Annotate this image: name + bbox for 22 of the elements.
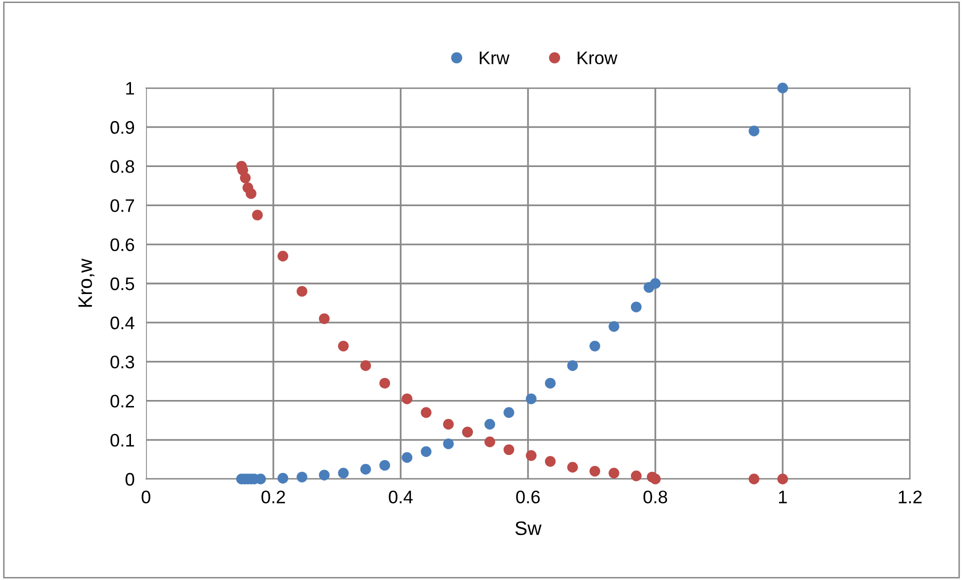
x-tick-label: 0.2: [261, 490, 285, 504]
x-tick-label: 0.4: [388, 490, 413, 504]
y-tick-label: 1: [126, 82, 134, 95]
y-tick-label: 0.9: [110, 121, 134, 134]
y-tick-label: 0.5: [110, 277, 134, 290]
y-tick-label: 0.7: [110, 199, 134, 212]
legend-label: Krow: [578, 52, 618, 64]
y-axis-title: Kro,w: [78, 258, 94, 307]
x-tick-label: 0.6: [516, 490, 540, 504]
y-tick-label: 0.3: [110, 356, 134, 368]
x-tick-label: 1: [779, 490, 787, 504]
y-tick-label: 0.6: [110, 238, 134, 252]
y-tick-label: 0.2: [110, 394, 134, 408]
y-tick-label: 0: [126, 472, 134, 486]
y-tick-label: 0.4: [110, 316, 134, 330]
x-axis-title: Sw: [515, 521, 542, 536]
x-tick-label: 0: [142, 490, 150, 504]
y-tick-label: 0.1: [110, 434, 134, 447]
x-tick-label: 1.2: [898, 490, 922, 504]
legend-label: Krw: [480, 52, 510, 64]
x-tick-label: 0.8: [643, 490, 668, 504]
y-tick-label: 0.8: [110, 160, 134, 173]
